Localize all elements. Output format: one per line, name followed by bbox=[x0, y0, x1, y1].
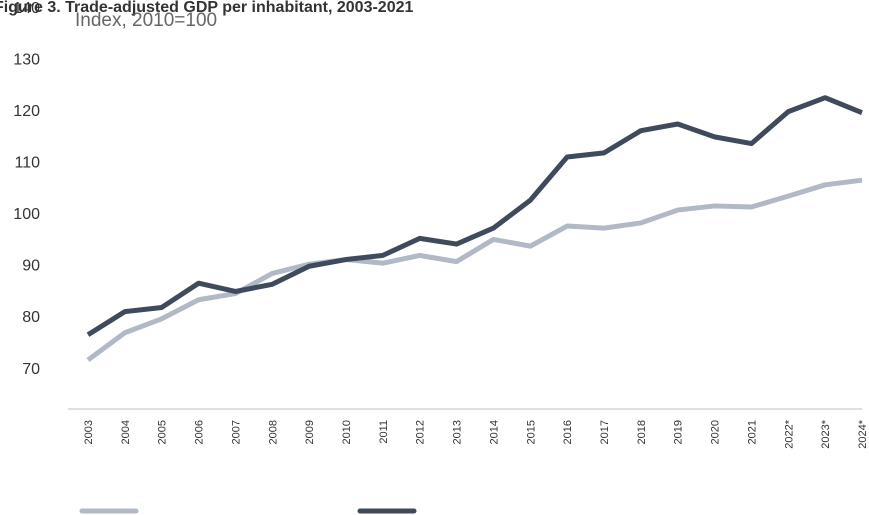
y-tick-label: 100 bbox=[13, 206, 40, 223]
chart-subtitle: Index, 2010=100 bbox=[75, 10, 217, 31]
x-tick-label: 2004 bbox=[120, 420, 132, 444]
x-tick-label: 2014 bbox=[488, 420, 500, 444]
x-tick-label: 2018 bbox=[636, 420, 648, 444]
x-tick-label: 2017 bbox=[599, 420, 611, 444]
x-tick-label: 2013 bbox=[452, 420, 464, 444]
y-tick-label: 140 bbox=[13, 0, 40, 17]
y-tick-label: 90 bbox=[22, 258, 40, 275]
series-line bbox=[86, 95, 863, 337]
x-tick-label: 2022* bbox=[783, 419, 795, 448]
x-tick-label: 2023* bbox=[820, 419, 832, 448]
y-tick-label: 120 bbox=[13, 103, 40, 120]
x-tick-label: 2007 bbox=[230, 420, 242, 444]
y-tick-label: 130 bbox=[13, 52, 40, 69]
x-tick-label: 2005 bbox=[157, 420, 169, 444]
x-tick-label: 2012 bbox=[415, 420, 427, 444]
x-tick-label: 2009 bbox=[304, 420, 316, 444]
x-tick-label: 2021 bbox=[746, 420, 758, 444]
x-tick-label: 2008 bbox=[267, 420, 279, 444]
y-tick-label: 70 bbox=[22, 361, 40, 378]
x-tick-label: 2016 bbox=[562, 420, 574, 444]
x-tick-label: 2024* bbox=[857, 419, 869, 448]
series-line bbox=[86, 177, 863, 363]
x-tick-label: 2019 bbox=[673, 420, 685, 444]
chart-title: Figure 3. Trade-adjusted GDP per inhabit… bbox=[0, 0, 413, 16]
x-tick-label: 2003 bbox=[83, 420, 95, 444]
x-tick-label: 2006 bbox=[194, 420, 206, 444]
x-tick-label: 2015 bbox=[525, 420, 537, 444]
y-tick-label: 110 bbox=[14, 155, 40, 172]
y-tick-label: 80 bbox=[22, 309, 40, 326]
x-tick-label: 2010 bbox=[341, 420, 353, 444]
x-tick-label: 2020 bbox=[710, 420, 722, 444]
x-tick-label: 2011 bbox=[378, 420, 390, 444]
